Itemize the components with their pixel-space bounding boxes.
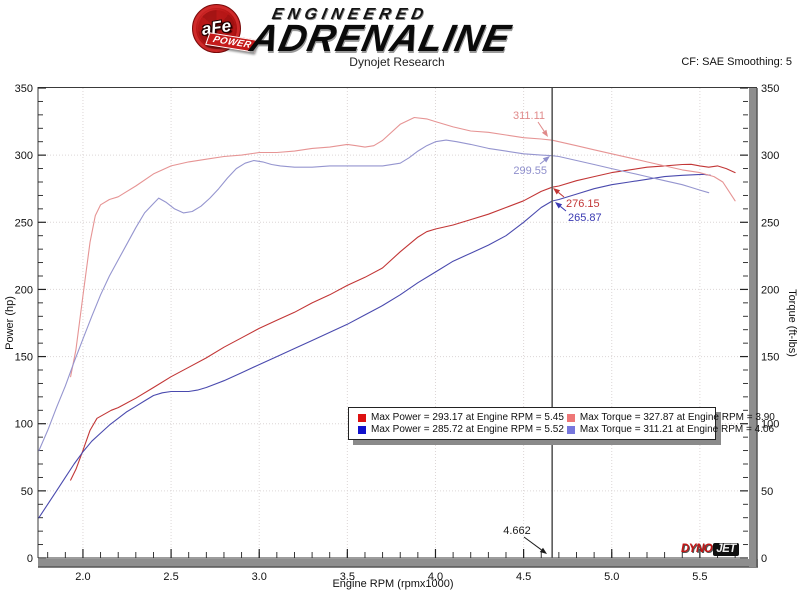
- afe-power-logo: aFe POWER: [192, 4, 259, 53]
- annotation-arrow-line: [539, 159, 545, 165]
- dynojet-logo-dyno: DYNO: [681, 543, 713, 555]
- right-axis-bar: [749, 88, 757, 567]
- annotation-label: 311.11: [513, 110, 545, 122]
- annotation-arrowhead: [541, 129, 548, 137]
- y-axis-label-right: 0: [761, 553, 767, 565]
- x-axis-label: 3.0: [252, 571, 267, 583]
- annotation-arrow-line: [560, 206, 567, 212]
- legend-item: Max Torque = 327.87 at Engine RPM = 3.90: [564, 412, 775, 423]
- x-axis-label: 2.5: [163, 571, 178, 583]
- annotation-label: 265.87: [568, 212, 602, 224]
- chart-title: Dynojet Research: [349, 55, 445, 69]
- legend-label: Max Torque = 311.21 at Engine RPM = 4.06: [579, 424, 775, 435]
- legend-swatch: [566, 413, 575, 422]
- y-axis-label-left: 100: [15, 419, 33, 431]
- x-axis-label: 4.5: [516, 571, 531, 583]
- legend-item: Max Power = 285.72 at Engine RPM = 5.52: [355, 424, 564, 435]
- y-axis-label-left: 50: [21, 486, 33, 498]
- annotation-arrow-line: [558, 192, 565, 198]
- y-axis-label-left: 150: [15, 352, 33, 364]
- y-axis-title-left: Power (hp): [4, 296, 16, 350]
- y-axis-label-right: 100: [761, 419, 779, 431]
- legend-label: Max Torque = 327.87 at Engine RPM = 3.90: [579, 412, 775, 423]
- legend-box[interactable]: Max Power = 293.17 at Engine RPM = 5.45 M…: [348, 407, 775, 440]
- x-axis-label: 5.0: [604, 571, 619, 583]
- y-axis-label-right: 150: [761, 352, 779, 364]
- dynojet-logo: DYNO JET: [681, 543, 739, 556]
- annotation-label: 276.15: [566, 198, 600, 210]
- correction-factor-label: CF: SAE Smoothing: 5: [681, 56, 792, 68]
- annotation-arrowhead: [539, 547, 547, 554]
- legend-label: Max Power = 285.72 at Engine RPM = 5.52: [371, 424, 564, 435]
- y-axis-label-right: 250: [761, 217, 779, 229]
- y-axis-label-left: 300: [15, 150, 33, 162]
- y-axis-label-right: 350: [761, 83, 779, 95]
- dynojet-logo-jet: JET: [713, 543, 739, 556]
- y-axis-label-right: 50: [761, 486, 773, 498]
- legend-item: Max Torque = 311.21 at Engine RPM = 4.06: [564, 424, 775, 435]
- y-axis-label-left: 350: [15, 83, 33, 95]
- y-axis-title-right: Torque (ft-lbs): [786, 289, 798, 357]
- annotation-label: 4.662: [503, 525, 531, 537]
- x-axis-label: 5.5: [692, 571, 707, 583]
- annotation-arrowhead: [555, 202, 563, 209]
- annotation-arrowhead: [542, 156, 550, 163]
- legend-item: Max Power = 293.17 at Engine RPM = 5.45: [355, 412, 564, 423]
- brand-header: aFe POWER ENGINEERED ADRENALINE: [192, 4, 515, 60]
- annotation-label: 299.55: [513, 165, 547, 177]
- power-red-curve: [70, 163, 736, 481]
- torque-lightblue-curve: [38, 139, 710, 452]
- y-axis-label-left: 0: [27, 553, 33, 565]
- legend-swatch: [358, 413, 366, 422]
- x-axis-label: 4.0: [428, 571, 443, 583]
- x-axis-title: Engine RPM (rpmx1000): [332, 578, 453, 590]
- y-axis-label-right: 200: [761, 284, 779, 296]
- annotation-arrow-line: [523, 536, 542, 551]
- brand-wordmark: ENGINEERED ADRENALINE: [246, 4, 518, 60]
- wordmark-line2: ADRENALINE: [246, 18, 515, 60]
- annotation-arrow-line: [537, 121, 545, 132]
- y-axis-label-right: 300: [761, 150, 779, 162]
- bottom-axis-bar: [38, 559, 758, 567]
- legend-label: Max Power = 293.17 at Engine RPM = 5.45: [371, 412, 564, 423]
- legend-swatch: [566, 425, 575, 434]
- torque-pink-curve: [70, 116, 736, 378]
- power-blue-curve: [38, 173, 712, 519]
- x-axis-label: 3.5: [340, 571, 355, 583]
- y-axis-label-left: 200: [15, 284, 33, 296]
- annotation-arrowhead: [553, 188, 561, 195]
- x-axis-label: 2.0: [75, 571, 90, 583]
- y-axis-label-left: 250: [15, 217, 33, 229]
- legend-swatch: [358, 425, 366, 434]
